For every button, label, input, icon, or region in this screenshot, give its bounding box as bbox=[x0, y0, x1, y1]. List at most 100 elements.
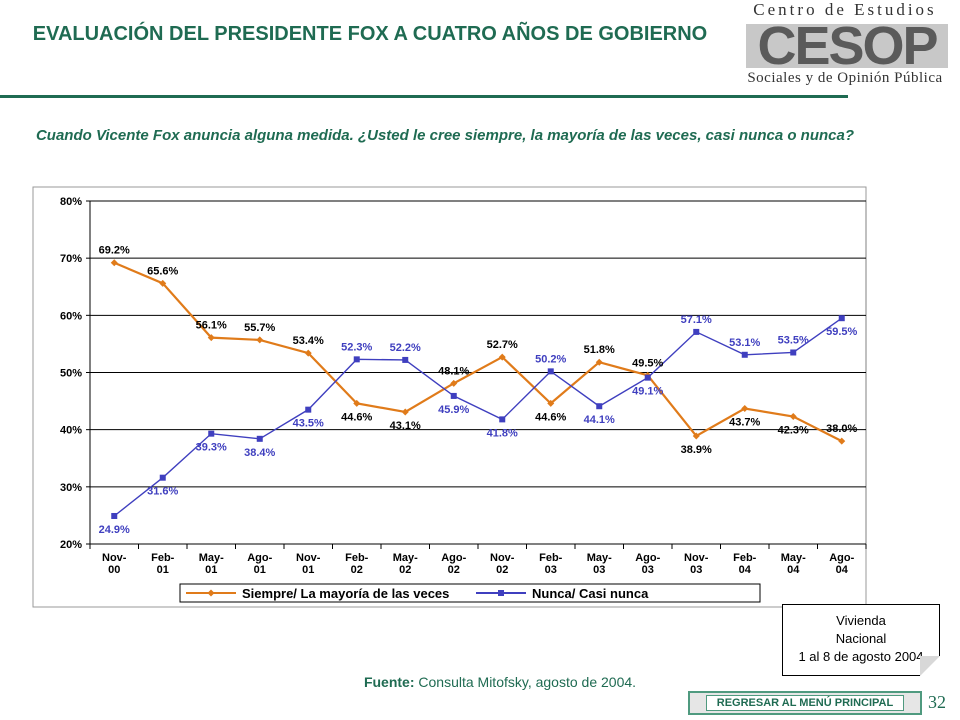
x-tick-label: 02 bbox=[496, 564, 508, 576]
y-tick-label: 50% bbox=[60, 368, 82, 380]
title-divider bbox=[0, 95, 848, 98]
x-tick-label: 02 bbox=[351, 564, 363, 576]
source-label: Fuente: bbox=[363, 674, 415, 690]
gridlines bbox=[90, 200, 866, 488]
data-label-siempre: 65.6% bbox=[147, 265, 178, 277]
x-tick-label: 03 bbox=[593, 564, 605, 576]
x-tick-label: 03 bbox=[690, 564, 702, 576]
sample-note: Vivienda Nacional 1 al 8 de agosto 2004 bbox=[782, 604, 940, 676]
x-tick-label: Nov- bbox=[684, 552, 709, 564]
note-folded-corner bbox=[920, 656, 940, 676]
data-point-nunca bbox=[644, 374, 651, 381]
data-label-siempre: 48.1% bbox=[438, 365, 469, 377]
data-point-nunca bbox=[838, 315, 845, 322]
data-point-siempre bbox=[256, 336, 264, 344]
note-line-2: Nacional bbox=[835, 631, 887, 646]
data-point-siempre bbox=[353, 399, 361, 407]
legend: Siempre/ La mayoría de las veces Nunca/ C… bbox=[179, 583, 761, 603]
data-point-nunca bbox=[450, 392, 457, 399]
data-point-nunca bbox=[402, 356, 409, 363]
data-label-siempre: 44.6% bbox=[535, 411, 566, 423]
data-label-siempre: 43.7% bbox=[729, 417, 760, 429]
x-tick-label: 03 bbox=[642, 564, 654, 576]
x-tick-label: 01 bbox=[254, 564, 266, 576]
y-tick-label: 70% bbox=[60, 253, 82, 265]
x-tick-label: May- bbox=[393, 552, 418, 564]
x-tick-label: 04 bbox=[836, 564, 849, 576]
x-tick-label: Ago- bbox=[635, 552, 660, 564]
survey-question: Cuando Vicente Fox anuncia alguna medida… bbox=[35, 127, 855, 144]
data-label-nunca: 53.1% bbox=[729, 337, 760, 349]
x-tick-label: May- bbox=[199, 552, 224, 564]
data-point-siempre bbox=[207, 334, 215, 342]
y-tick-label: 80% bbox=[60, 196, 82, 208]
data-label-siempre: 38.0% bbox=[826, 423, 857, 435]
data-label-siempre: 51.8% bbox=[584, 344, 615, 356]
logo-top-text: Centro de Estudios bbox=[753, 0, 937, 19]
x-tick-label: Nov- bbox=[490, 552, 515, 564]
y-tick-label: 30% bbox=[60, 482, 82, 494]
data-point-nunca bbox=[741, 351, 748, 358]
data-point-siempre bbox=[741, 405, 749, 413]
x-tick-label: May- bbox=[781, 552, 806, 564]
x-tick-label: Feb- bbox=[151, 552, 175, 564]
y-tick-label: 20% bbox=[60, 539, 82, 551]
legend-label: Siempre/ La mayoría de las veces bbox=[242, 586, 449, 601]
x-tick-label: 01 bbox=[302, 564, 314, 576]
data-point-nunca bbox=[693, 328, 700, 335]
axes: 20%30%40%50%60%70%80%Nov-00Feb-01May-01A… bbox=[60, 196, 867, 576]
data-point-siempre bbox=[838, 437, 846, 445]
data-label-siempre: 44.6% bbox=[341, 411, 372, 423]
data-point-nunca bbox=[353, 356, 360, 363]
data-label-nunca: 53.5% bbox=[778, 334, 809, 346]
x-tick-label: Nov- bbox=[102, 552, 127, 564]
source-text: Consulta Mitofsky, agosto de 2004. bbox=[414, 674, 637, 690]
x-tick-label: 01 bbox=[157, 564, 169, 576]
data-point-siempre bbox=[595, 358, 603, 366]
note-line-1: Vivienda bbox=[836, 613, 886, 628]
source-line: Fuente: Consulta Mitofsky, agosto de 200… bbox=[200, 674, 800, 690]
data-label-siempre: 49.5% bbox=[632, 357, 663, 369]
data-point-siempre bbox=[692, 432, 700, 440]
x-tick-label: 00 bbox=[108, 564, 120, 576]
data-point-nunca bbox=[256, 435, 263, 442]
legend-marker bbox=[498, 590, 504, 596]
logo-band bbox=[746, 24, 948, 68]
data-label-siempre: 52.7% bbox=[487, 339, 518, 351]
data-label-siempre: 38.9% bbox=[681, 444, 712, 456]
data-point-siempre bbox=[498, 353, 506, 361]
data-label-nunca: 49.1% bbox=[632, 386, 663, 398]
data-point-nunca bbox=[305, 406, 312, 413]
data-label-nunca: 31.6% bbox=[147, 486, 178, 498]
x-tick-label: 04 bbox=[787, 564, 800, 576]
x-tick-label: 02 bbox=[399, 564, 411, 576]
legend-marker bbox=[207, 589, 215, 597]
data-label-nunca: 41.8% bbox=[487, 427, 518, 439]
data-point-nunca bbox=[547, 368, 554, 375]
data-label-siempre: 56.1% bbox=[196, 320, 227, 332]
data-point-nunca bbox=[596, 403, 603, 410]
x-tick-label: 03 bbox=[545, 564, 557, 576]
x-tick-label: May- bbox=[587, 552, 612, 564]
x-tick-label: Feb- bbox=[539, 552, 563, 564]
data-label-siempre: 53.4% bbox=[293, 335, 324, 347]
back-to-menu-button[interactable]: REGRESAR AL MENÚ PRINCIPAL bbox=[688, 691, 922, 715]
data-point-nunca bbox=[208, 430, 215, 437]
x-tick-label: Ago- bbox=[441, 552, 466, 564]
data-label-nunca: 59.5% bbox=[826, 326, 857, 338]
data-label-nunca: 38.4% bbox=[244, 447, 275, 459]
data-label-nunca: 50.2% bbox=[535, 353, 566, 365]
note-line-3: 1 al 8 de agosto 2004 bbox=[798, 649, 924, 664]
y-tick-label: 40% bbox=[60, 425, 82, 437]
x-tick-label: Ago- bbox=[247, 552, 272, 564]
data-point-siempre bbox=[304, 349, 312, 357]
series-line-siempre bbox=[113, 261, 843, 443]
data-label-siempre: 69.2% bbox=[99, 245, 130, 257]
y-tick-label: 60% bbox=[60, 310, 82, 322]
x-tick-label: Ago- bbox=[829, 552, 854, 564]
legend-label: Nunca/ Casi nunca bbox=[532, 586, 649, 601]
series bbox=[110, 259, 846, 519]
x-tick-label: Nov- bbox=[296, 552, 321, 564]
x-tick-label: Feb- bbox=[345, 552, 369, 564]
